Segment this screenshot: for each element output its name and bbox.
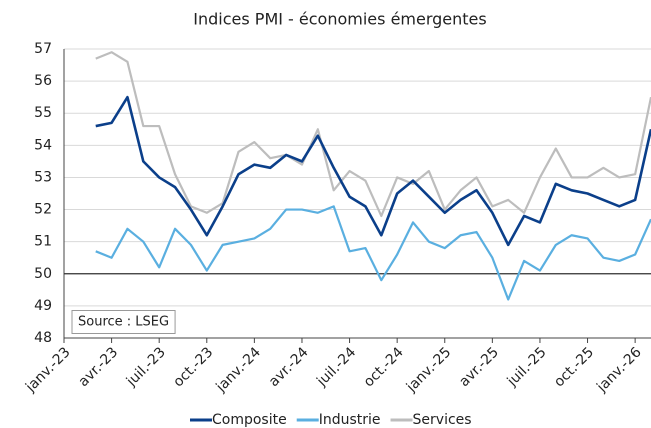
x-tick-label: oct.-23 [170, 344, 216, 390]
y-tick-label: 57 [34, 41, 52, 57]
x-tick-label: janv.-26 [593, 344, 645, 396]
x-tick-label: oct.-25 [551, 344, 597, 390]
legend-label: Composite [212, 412, 287, 428]
annotation-box [71, 310, 176, 334]
y-tick-label: 51 [34, 234, 52, 250]
x-tick-label: avr.-24 [266, 344, 312, 390]
chart-title: Indices PMI - économies émergentes [193, 10, 486, 29]
y-tick-label: 52 [34, 202, 52, 218]
y-tick-label: 56 [34, 73, 52, 89]
y-tick-label: 55 [34, 105, 52, 121]
x-tick-label: janv.-24 [213, 344, 265, 396]
series-line [95, 95, 651, 247]
x-tick-label: juil.-25 [504, 344, 550, 390]
annotation: Source : LSEG [78, 315, 169, 330]
y-tick-label: 53 [34, 169, 52, 185]
y-tick-label: 48 [34, 330, 52, 346]
y-tick-label: 54 [34, 137, 52, 153]
y-tick-label: 50 [34, 266, 52, 282]
x-tick-label: avr.-23 [76, 344, 122, 390]
legend-label: Industrie [319, 412, 381, 428]
x-tick-label: oct.-24 [361, 344, 407, 390]
x-tick-label: janv.-23 [22, 344, 74, 396]
x-tick-label: juil.-24 [313, 344, 359, 390]
series-line [95, 205, 651, 301]
series-line [95, 51, 651, 218]
y-tick-label: 49 [34, 298, 52, 314]
legend-label: Services [413, 412, 472, 428]
x-tick-label: juil.-23 [123, 344, 169, 390]
x-tick-label: janv.-25 [403, 344, 455, 396]
x-tick-label: avr.-25 [456, 344, 502, 390]
